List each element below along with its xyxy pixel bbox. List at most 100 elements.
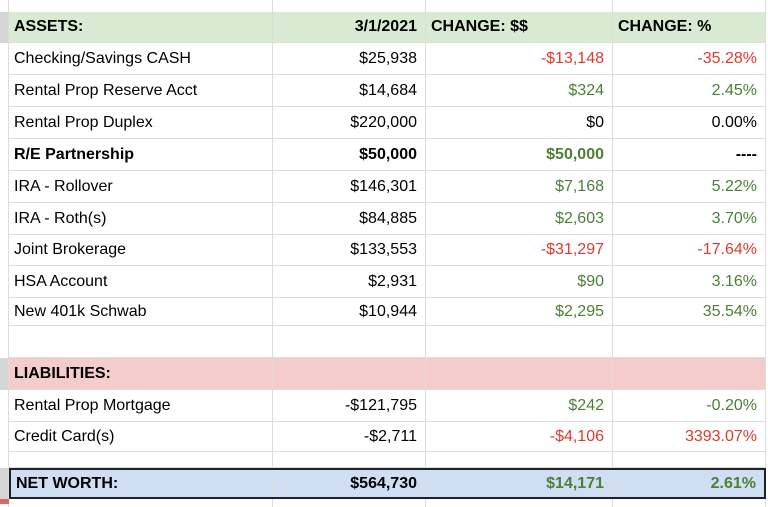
- row-gutter: [0, 266, 9, 298]
- header-date[interactable]: 3/1/2021: [273, 12, 426, 43]
- empty-cell[interactable]: [9, 452, 273, 468]
- empty-cell[interactable]: [613, 358, 766, 390]
- row-change[interactable]: -$13,148: [426, 43, 613, 75]
- row-label[interactable]: Rental Prop Duplex: [9, 107, 273, 139]
- header-change-dollars[interactable]: CHANGE: $$: [426, 12, 613, 43]
- empty-cell[interactable]: [613, 326, 766, 358]
- row-label[interactable]: R/E Partnership: [9, 139, 273, 171]
- row-change[interactable]: $2,603: [426, 203, 613, 235]
- row-value[interactable]: $220,000: [273, 107, 426, 139]
- row-value[interactable]: $50,000: [273, 139, 426, 171]
- empty-cell[interactable]: [426, 326, 613, 358]
- row-change[interactable]: $242: [426, 390, 613, 422]
- empty-cell[interactable]: [273, 326, 426, 358]
- empty-row: [0, 452, 766, 468]
- row-value[interactable]: $10,944: [273, 298, 426, 326]
- row-pct[interactable]: 0.00%: [613, 107, 766, 139]
- row-value[interactable]: $14,684: [273, 75, 426, 107]
- empty-cell[interactable]: [9, 326, 273, 358]
- row-change[interactable]: -$4,106: [426, 422, 613, 452]
- empty-cell[interactable]: [9, 499, 273, 507]
- row-change[interactable]: $324: [426, 75, 613, 107]
- header-change-percent[interactable]: CHANGE: %: [613, 12, 766, 43]
- empty-cell[interactable]: [426, 452, 613, 468]
- empty-cell[interactable]: [9, 0, 273, 12]
- row-gutter: [0, 468, 9, 499]
- row-gutter: [0, 390, 9, 422]
- table-row: Rental Prop Reserve Acct $14,684 $324 2.…: [0, 75, 766, 107]
- row-value[interactable]: -$121,795: [273, 390, 426, 422]
- row-change[interactable]: $2,295: [426, 298, 613, 326]
- row-change[interactable]: $0: [426, 107, 613, 139]
- row-pct[interactable]: -35.28%: [613, 43, 766, 75]
- row-pct[interactable]: -17.64%: [613, 235, 766, 266]
- table-row: IRA - Rollover $146,301 $7,168 5.22%: [0, 171, 766, 203]
- row-label[interactable]: IRA - Roth(s): [9, 203, 273, 235]
- row-gutter: [0, 107, 9, 139]
- liabilities-header-row: LIABILITIES:: [0, 358, 766, 390]
- row-label[interactable]: Rental Prop Mortgage: [9, 390, 273, 422]
- row-gutter: [0, 358, 9, 390]
- row-gutter: [0, 139, 9, 171]
- table-row: Checking/Savings CASH $25,938 -$13,148 -…: [0, 43, 766, 75]
- table-row: HSA Account $2,931 $90 3.16%: [0, 266, 766, 298]
- row-value[interactable]: $146,301: [273, 171, 426, 203]
- empty-cell[interactable]: [426, 0, 613, 12]
- empty-cell[interactable]: [613, 452, 766, 468]
- row-change[interactable]: -$31,297: [426, 235, 613, 266]
- row-gutter: [0, 422, 9, 452]
- empty-cell[interactable]: [273, 0, 426, 12]
- row-gutter: [0, 171, 9, 203]
- row-label[interactable]: Checking/Savings CASH: [9, 43, 273, 75]
- row-pct[interactable]: -0.20%: [613, 390, 766, 422]
- header-assets[interactable]: ASSETS:: [9, 12, 273, 43]
- row-change[interactable]: $7,168: [426, 171, 613, 203]
- empty-cell[interactable]: [613, 0, 766, 12]
- empty-cell[interactable]: [273, 499, 426, 507]
- networth-value[interactable]: $564,730: [273, 470, 426, 497]
- top-partial-row: [0, 0, 766, 12]
- row-pct[interactable]: 3393.07%: [613, 422, 766, 452]
- bottom-partial-row: [0, 499, 766, 507]
- empty-row: [0, 326, 766, 358]
- row-label[interactable]: Joint Brokerage: [9, 235, 273, 266]
- row-value[interactable]: $25,938: [273, 43, 426, 75]
- empty-cell[interactable]: [273, 358, 426, 390]
- row-pct[interactable]: 5.22%: [613, 171, 766, 203]
- networth-box: NET WORTH: $564,730 $14,171 2.61%: [9, 468, 766, 499]
- empty-cell[interactable]: [426, 358, 613, 390]
- row-change[interactable]: $90: [426, 266, 613, 298]
- row-pct[interactable]: 3.16%: [613, 266, 766, 298]
- row-label[interactable]: HSA Account: [9, 266, 273, 298]
- table-row: New 401k Schwab $10,944 $2,295 35.54%: [0, 298, 766, 326]
- row-gutter: [0, 0, 9, 12]
- empty-cell[interactable]: [273, 452, 426, 468]
- row-gutter: [0, 298, 9, 326]
- row-label[interactable]: Rental Prop Reserve Acct: [9, 75, 273, 107]
- networth-change[interactable]: $14,171: [426, 470, 613, 497]
- row-label[interactable]: New 401k Schwab: [9, 298, 273, 326]
- gutter-color-fragment: [0, 499, 9, 504]
- networth-pct[interactable]: 2.61%: [613, 470, 764, 497]
- row-value[interactable]: $2,931: [273, 266, 426, 298]
- empty-cell[interactable]: [613, 499, 766, 507]
- row-pct[interactable]: 3.70%: [613, 203, 766, 235]
- row-label[interactable]: Credit Card(s): [9, 422, 273, 452]
- table-row: Rental Prop Duplex $220,000 $0 0.00%: [0, 107, 766, 139]
- row-value[interactable]: -$2,711: [273, 422, 426, 452]
- row-value[interactable]: $133,553: [273, 235, 426, 266]
- row-label[interactable]: IRA - Rollover: [9, 171, 273, 203]
- table-row: Joint Brokerage $133,553 -$31,297 -17.64…: [0, 235, 766, 266]
- row-gutter: [0, 75, 9, 107]
- assets-header-row: ASSETS: 3/1/2021 CHANGE: $$ CHANGE: %: [0, 12, 766, 43]
- networth-label[interactable]: NET WORTH:: [11, 470, 273, 497]
- row-change[interactable]: $50,000: [426, 139, 613, 171]
- row-value[interactable]: $84,885: [273, 203, 426, 235]
- row-pct[interactable]: 2.45%: [613, 75, 766, 107]
- header-liabilities[interactable]: LIABILITIES:: [9, 358, 273, 390]
- empty-cell[interactable]: [426, 499, 613, 507]
- row-pct[interactable]: ----: [613, 139, 766, 171]
- table-row: IRA - Roth(s) $84,885 $2,603 3.70%: [0, 203, 766, 235]
- row-pct[interactable]: 35.54%: [613, 298, 766, 326]
